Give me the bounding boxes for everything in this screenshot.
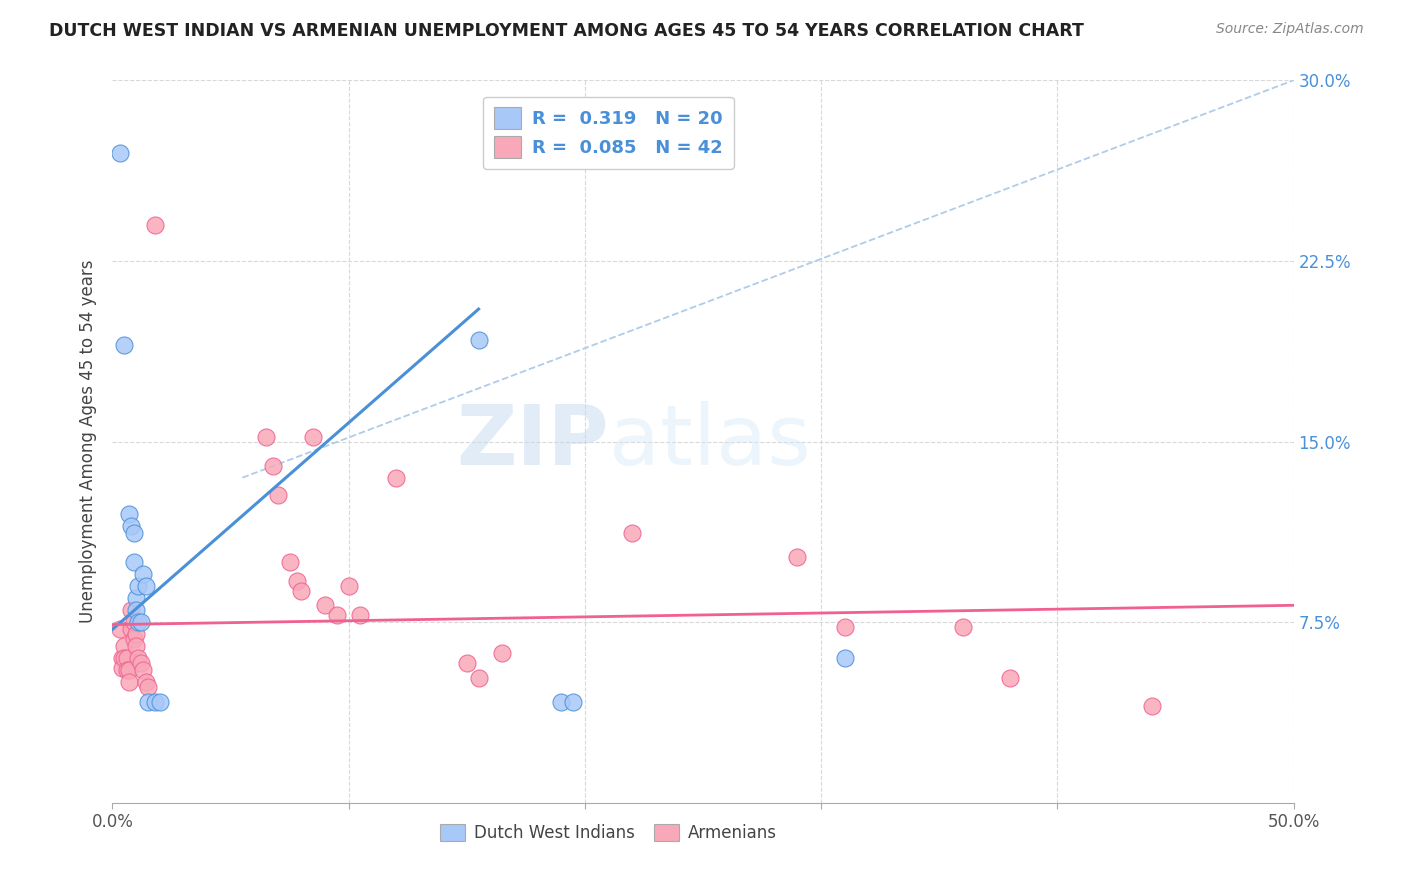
Point: [149, 695, 172, 709]
Point: [112, 651, 135, 665]
Point: [621, 526, 644, 541]
Point: [125, 591, 148, 605]
Point: [834, 620, 856, 634]
Point: [143, 695, 166, 709]
Point: [129, 656, 152, 670]
Point: [834, 651, 856, 665]
Point: [127, 579, 149, 593]
Point: [952, 620, 974, 634]
Point: [1140, 699, 1163, 714]
Point: [120, 603, 142, 617]
Point: [122, 615, 145, 630]
Point: [122, 555, 145, 569]
Point: [118, 664, 141, 678]
Point: [267, 487, 290, 501]
Point: [467, 334, 489, 348]
Point: [337, 579, 360, 593]
Point: [135, 579, 157, 593]
Point: [550, 695, 572, 709]
Point: [290, 583, 312, 598]
Text: Source: ZipAtlas.com: Source: ZipAtlas.com: [1216, 22, 1364, 37]
Point: [136, 680, 159, 694]
Point: [125, 627, 148, 641]
Text: atlas: atlas: [609, 401, 810, 482]
Point: [108, 145, 131, 160]
Y-axis label: Unemployment Among Ages 45 to 54 years: Unemployment Among Ages 45 to 54 years: [79, 260, 97, 624]
Point: [125, 603, 148, 617]
Point: [120, 623, 142, 637]
Point: [278, 555, 301, 569]
Point: [122, 632, 145, 646]
Point: [129, 615, 152, 630]
Point: [786, 550, 808, 565]
Point: [112, 639, 135, 653]
Point: [998, 671, 1021, 685]
Point: [115, 664, 138, 678]
Point: [122, 526, 145, 541]
Point: [385, 470, 408, 484]
Point: [562, 695, 585, 709]
Point: [120, 518, 142, 533]
Point: [111, 661, 134, 675]
Point: [132, 567, 155, 582]
Point: [115, 651, 138, 665]
Point: [136, 695, 159, 709]
Point: [112, 338, 135, 352]
Point: [118, 675, 141, 690]
Point: [285, 574, 308, 589]
Point: [491, 647, 513, 661]
Point: [456, 656, 478, 670]
Point: [132, 664, 155, 678]
Point: [314, 599, 336, 613]
Point: [262, 458, 284, 473]
Point: [302, 430, 325, 444]
Text: DUTCH WEST INDIAN VS ARMENIAN UNEMPLOYMENT AMONG AGES 45 TO 54 YEARS CORRELATION: DUTCH WEST INDIAN VS ARMENIAN UNEMPLOYME…: [49, 22, 1084, 40]
Point: [127, 651, 149, 665]
Text: ZIP: ZIP: [456, 401, 609, 482]
Point: [125, 639, 148, 653]
Point: [349, 607, 371, 622]
Point: [143, 218, 166, 232]
Point: [326, 607, 349, 622]
Point: [111, 651, 134, 665]
Point: [254, 430, 277, 444]
Point: [467, 671, 489, 685]
Legend: Dutch West Indians, Armenians: Dutch West Indians, Armenians: [433, 817, 783, 848]
Point: [135, 675, 157, 690]
Point: [108, 623, 131, 637]
Point: [118, 507, 141, 521]
Point: [127, 615, 149, 630]
